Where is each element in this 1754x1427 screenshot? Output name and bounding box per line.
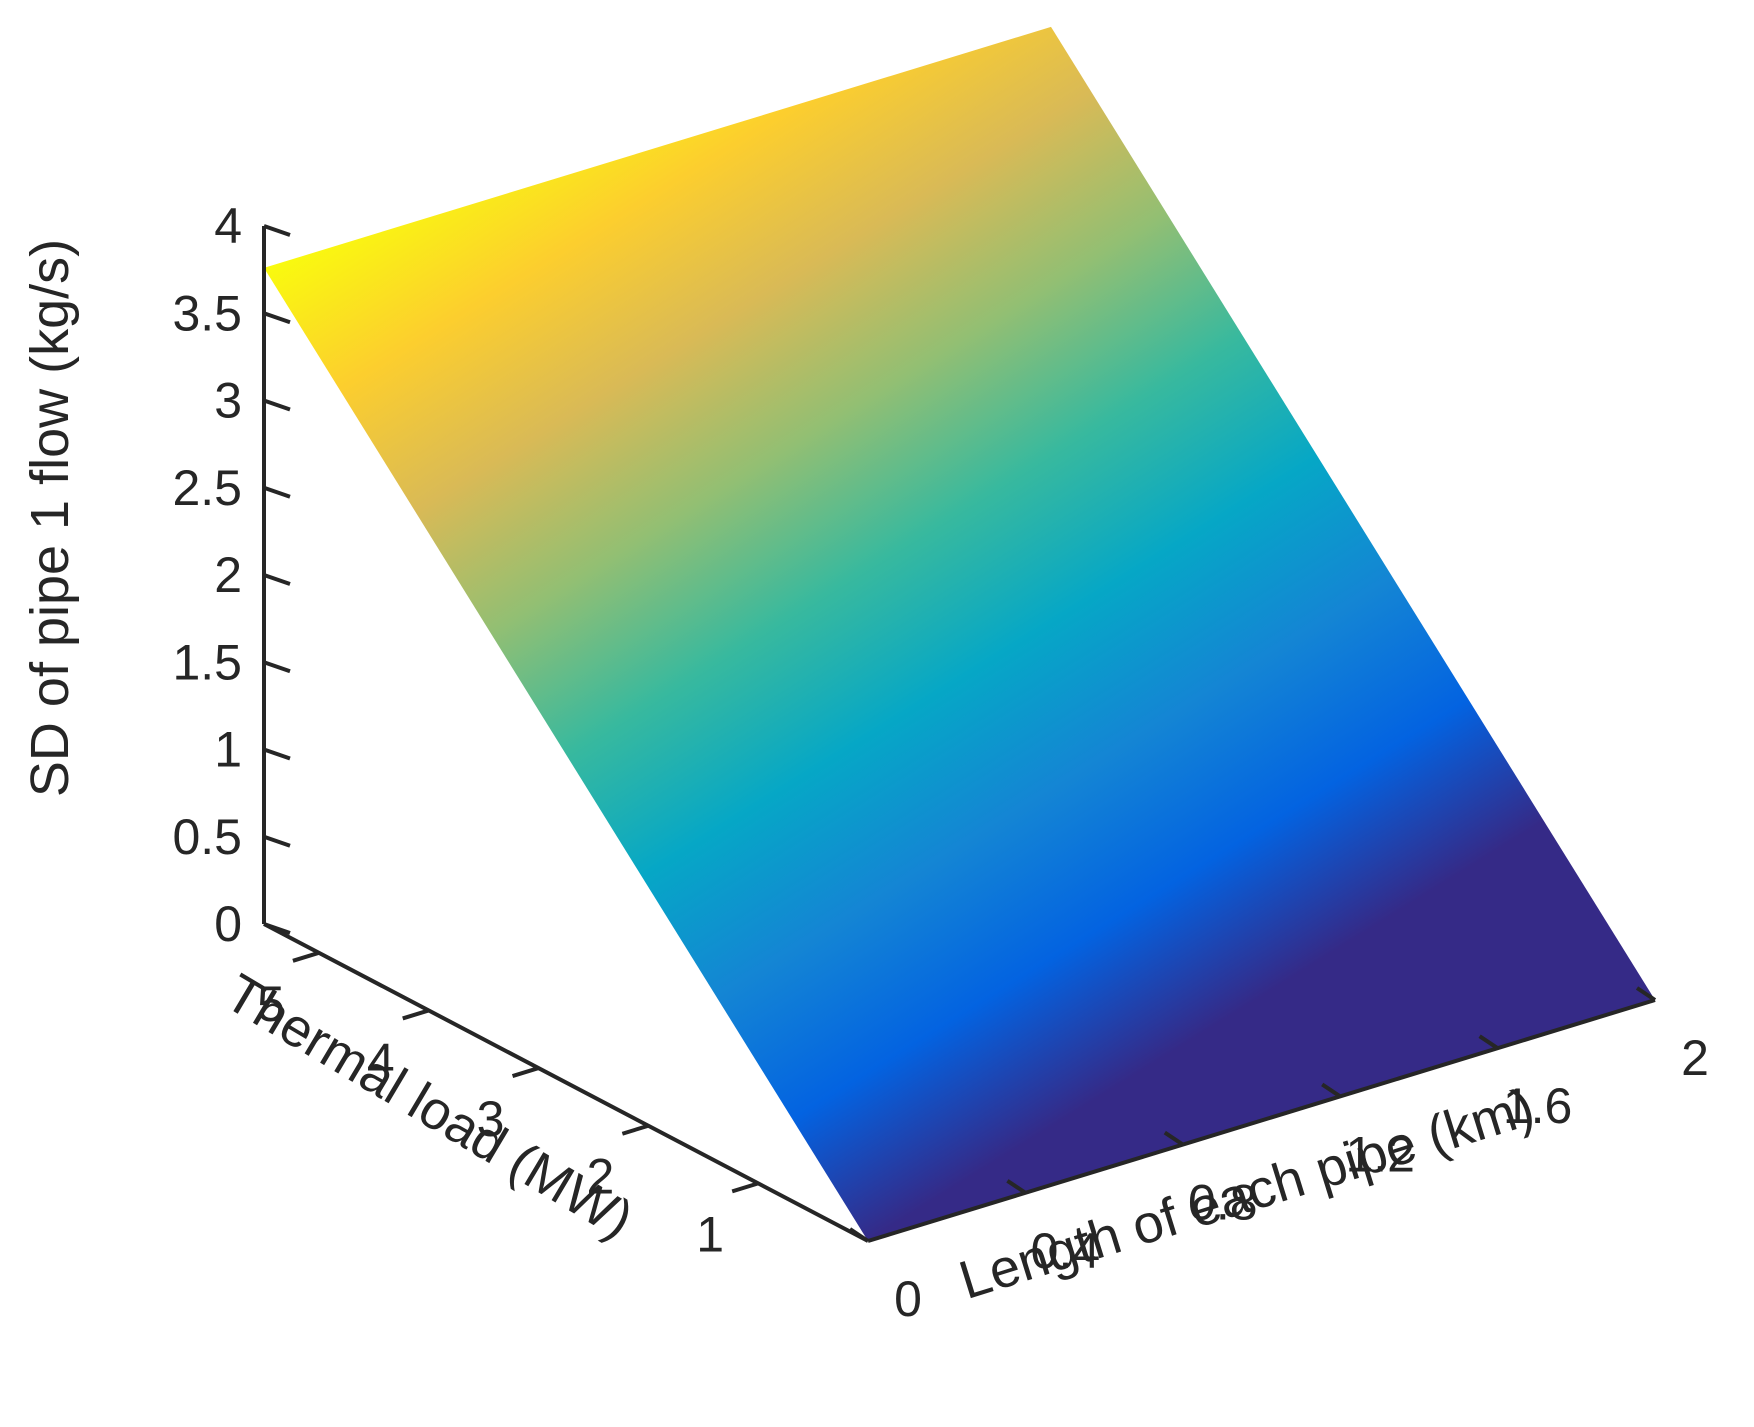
x-tick-label: 1.2: [1345, 1126, 1415, 1182]
x-tick-label: 0: [894, 1271, 922, 1327]
x-axis-line: [867, 998, 1656, 1243]
y-tick-label: 4: [367, 1033, 395, 1089]
z-tick-label: 3: [214, 373, 242, 429]
z-tick-mark: [263, 660, 291, 674]
z-tick-label: 2.5: [172, 460, 242, 516]
z-tick-mark: [263, 573, 291, 586]
y-axis-ticks: 1 2 3 4 5: [257, 950, 759, 1262]
z-tick-label: 4: [214, 198, 242, 254]
z-tick-label: 0: [214, 896, 242, 952]
x-tick-mark: [1478, 1034, 1499, 1050]
x-tick-label: 0.8: [1188, 1175, 1258, 1231]
x-tick-mark: [1635, 986, 1657, 1002]
z-tick-mark: [263, 398, 291, 412]
y-tick-mark: [402, 1008, 430, 1021]
x-tick-mark: [1163, 1130, 1184, 1147]
y-tick-mark: [511, 1066, 540, 1079]
z-tick-label: 1.5: [172, 634, 242, 690]
z-axis-ticks: 0 0.5 1 1.5 2 2.5 3 3.5 4: [172, 198, 291, 952]
x-tick-label: 1.6: [1503, 1078, 1573, 1134]
y-tick-mark: [292, 950, 320, 963]
y-tick-mark: [731, 1181, 759, 1194]
x-tick-mark: [1006, 1179, 1027, 1195]
y-tick-mark: [621, 1123, 649, 1136]
y-tick-label: 2: [586, 1149, 614, 1205]
y-tick-label: 1: [696, 1206, 724, 1262]
x-axis-ticks: 0 0.4 0.8 1.2 1.6 2: [848, 986, 1709, 1327]
z-tick-mark: [263, 834, 291, 848]
y-axis-line: [263, 922, 869, 1243]
y-axis-title: Thermal load (MW): [215, 963, 643, 1250]
z-tick-label: 1: [214, 722, 242, 778]
surface-plane: [264, 26, 1655, 1241]
z-tick-mark: [263, 922, 291, 935]
z-tick-label: 3.5: [172, 285, 242, 341]
x-tick-label: 2: [1681, 1030, 1709, 1086]
z-tick-mark: [263, 747, 291, 761]
z-tick-mark: [263, 224, 291, 237]
x-tick-mark: [1321, 1082, 1342, 1099]
z-tick-label: 0.5: [172, 809, 242, 865]
y-tick-label: 5: [257, 976, 285, 1032]
z-tick-mark: [263, 311, 291, 325]
x-tick-mark: [848, 1227, 870, 1243]
z-tick-label: 2: [214, 547, 242, 603]
y-tick-label: 3: [477, 1091, 505, 1147]
z-axis-title: SD of pipe 1 flow (kg/s): [20, 239, 80, 797]
x-tick-label: 0.4: [1031, 1223, 1101, 1279]
z-tick-mark: [263, 485, 291, 499]
